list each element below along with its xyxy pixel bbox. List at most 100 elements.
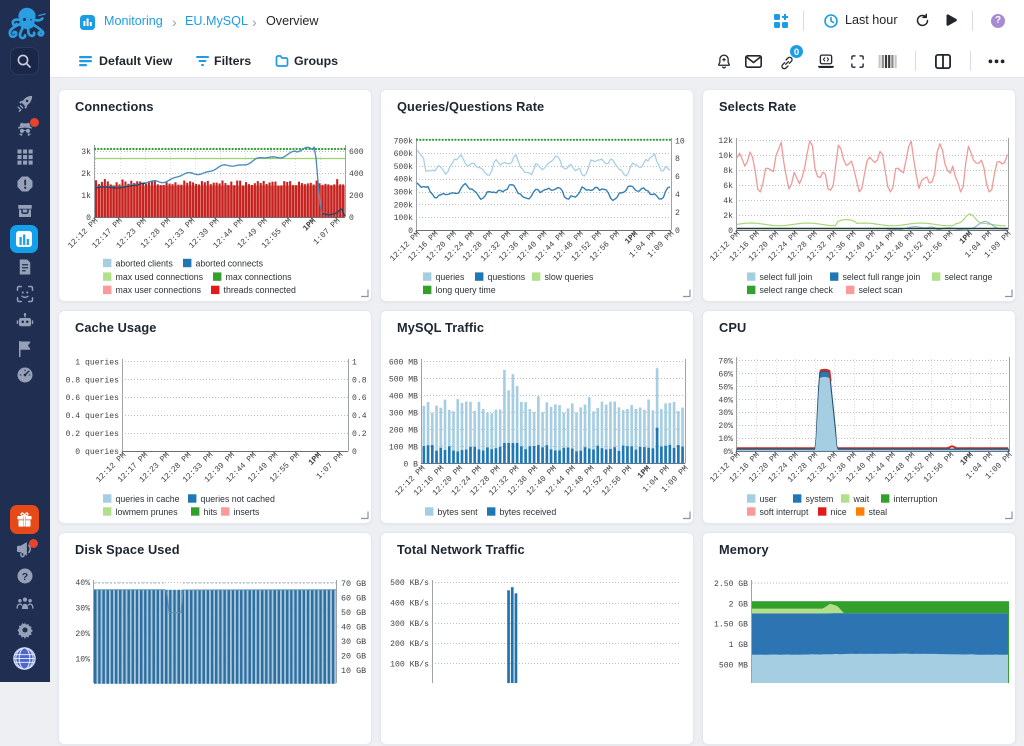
svg-text:select full join: select full join bbox=[760, 272, 813, 282]
svg-text:interruption: interruption bbox=[894, 494, 938, 504]
svg-text:select range: select range bbox=[945, 272, 993, 282]
svg-text:1 queries: 1 queries bbox=[75, 358, 119, 367]
svg-text:10: 10 bbox=[675, 137, 685, 146]
svg-text:600: 600 bbox=[349, 148, 364, 157]
svg-text:0: 0 bbox=[349, 214, 354, 223]
svg-text:400k: 400k bbox=[394, 176, 414, 185]
svg-text:0.2 queries: 0.2 queries bbox=[66, 430, 120, 439]
svg-text:0.8 queries: 0.8 queries bbox=[66, 376, 120, 385]
svg-text:300 MB: 300 MB bbox=[389, 409, 418, 418]
svg-text:100k: 100k bbox=[394, 214, 414, 223]
svg-text:2 GB: 2 GB bbox=[729, 600, 749, 609]
svg-text:200 MB: 200 MB bbox=[389, 426, 418, 435]
svg-text:select range check: select range check bbox=[760, 285, 834, 295]
svg-text:200: 200 bbox=[349, 192, 364, 201]
svg-text:user: user bbox=[760, 494, 777, 504]
svg-text:?: ? bbox=[22, 571, 28, 583]
svg-text:500 KB/s: 500 KB/s bbox=[390, 579, 429, 588]
svg-text:lowmem prunes: lowmem prunes bbox=[116, 507, 179, 517]
svg-text:queries: queries bbox=[436, 272, 465, 282]
svg-text:600k: 600k bbox=[394, 150, 414, 159]
svg-text:40%: 40% bbox=[75, 579, 90, 588]
svg-text:steal: steal bbox=[869, 507, 888, 517]
svg-text:20%: 20% bbox=[718, 422, 733, 431]
svg-text:0.4 queries: 0.4 queries bbox=[66, 412, 120, 421]
svg-text:40%: 40% bbox=[718, 396, 733, 405]
svg-text:600 MB: 600 MB bbox=[389, 358, 418, 367]
svg-text:1PM: 1PM bbox=[301, 217, 318, 234]
svg-text:nice: nice bbox=[831, 507, 847, 517]
svg-text:4k: 4k bbox=[723, 197, 733, 206]
svg-text:slow queries: slow queries bbox=[545, 272, 594, 282]
svg-text:200 KB/s: 200 KB/s bbox=[390, 640, 429, 649]
svg-text:700k: 700k bbox=[394, 137, 414, 146]
svg-text:0: 0 bbox=[728, 227, 733, 236]
svg-text:10%: 10% bbox=[75, 656, 90, 665]
svg-text:70 GB: 70 GB bbox=[341, 579, 366, 589]
svg-text:0%: 0% bbox=[723, 448, 733, 457]
svg-text:10 GB: 10 GB bbox=[341, 666, 366, 676]
svg-text:8k: 8k bbox=[723, 167, 733, 176]
svg-text:queries not cached: queries not cached bbox=[201, 494, 275, 504]
svg-text:0.2: 0.2 bbox=[352, 430, 367, 439]
svg-text:500k: 500k bbox=[394, 163, 414, 172]
svg-text:max used connections: max used connections bbox=[116, 272, 204, 282]
svg-text:0.8: 0.8 bbox=[352, 376, 367, 385]
svg-text:100 MB: 100 MB bbox=[389, 443, 418, 452]
svg-text:1: 1 bbox=[352, 358, 357, 367]
svg-text:2k: 2k bbox=[723, 212, 733, 221]
svg-text:20%: 20% bbox=[75, 630, 90, 639]
svg-text:70%: 70% bbox=[718, 357, 733, 366]
svg-text:2.50 GB: 2.50 GB bbox=[714, 580, 748, 589]
svg-text:300k: 300k bbox=[394, 189, 414, 198]
svg-text:200k: 200k bbox=[394, 201, 414, 210]
svg-text:soft interrupt: soft interrupt bbox=[760, 507, 809, 517]
svg-text:system: system bbox=[806, 494, 834, 504]
svg-text:400: 400 bbox=[349, 170, 364, 179]
svg-text:100 KB/s: 100 KB/s bbox=[390, 660, 429, 669]
svg-text:2k: 2k bbox=[81, 170, 91, 179]
svg-text:60%: 60% bbox=[718, 370, 733, 379]
svg-text:select full range join: select full range join bbox=[843, 272, 921, 282]
svg-text:max connections: max connections bbox=[226, 272, 293, 282]
svg-text:30%: 30% bbox=[718, 409, 733, 418]
svg-text:6k: 6k bbox=[723, 182, 733, 191]
svg-text:6: 6 bbox=[675, 173, 680, 182]
svg-text:1:07 PM: 1:07 PM bbox=[312, 217, 343, 248]
svg-text:hits: hits bbox=[204, 507, 218, 517]
svg-text:20 GB: 20 GB bbox=[341, 652, 366, 662]
svg-text:3k: 3k bbox=[81, 148, 91, 157]
svg-text:400 KB/s: 400 KB/s bbox=[390, 600, 429, 609]
svg-text:60 GB: 60 GB bbox=[341, 593, 366, 603]
svg-text:queries in cache: queries in cache bbox=[116, 494, 180, 504]
svg-text:max user connections: max user connections bbox=[116, 285, 202, 295]
svg-text:questions: questions bbox=[488, 272, 526, 282]
svg-text:long query time: long query time bbox=[436, 285, 496, 295]
svg-text:0.6: 0.6 bbox=[352, 394, 367, 403]
svg-text:8: 8 bbox=[675, 155, 680, 164]
svg-text:10%: 10% bbox=[718, 435, 733, 444]
svg-text:bytes sent: bytes sent bbox=[438, 507, 479, 517]
svg-text:500 MB: 500 MB bbox=[719, 662, 748, 671]
svg-text:1 GB: 1 GB bbox=[729, 641, 749, 650]
svg-text:0: 0 bbox=[352, 448, 357, 457]
svg-text:300 KB/s: 300 KB/s bbox=[390, 620, 429, 629]
svg-text:1k: 1k bbox=[81, 192, 91, 201]
svg-text:wait: wait bbox=[853, 494, 870, 504]
svg-text:2: 2 bbox=[675, 209, 680, 218]
svg-text:0: 0 bbox=[408, 227, 413, 236]
svg-text:0: 0 bbox=[675, 227, 680, 236]
svg-text:0.6 queries: 0.6 queries bbox=[66, 394, 120, 403]
svg-text:30%: 30% bbox=[75, 605, 90, 614]
svg-text:1.50 GB: 1.50 GB bbox=[714, 621, 748, 630]
svg-text:inserts: inserts bbox=[234, 507, 261, 517]
svg-text:40 GB: 40 GB bbox=[341, 622, 366, 632]
svg-text:bytes received: bytes received bbox=[500, 507, 557, 517]
svg-text:0: 0 bbox=[86, 214, 91, 223]
svg-text:10k: 10k bbox=[718, 152, 733, 161]
svg-text:400 MB: 400 MB bbox=[389, 392, 418, 401]
svg-text:4: 4 bbox=[675, 191, 680, 200]
svg-text:500 MB: 500 MB bbox=[389, 375, 418, 384]
svg-text:threads connected: threads connected bbox=[224, 285, 296, 295]
svg-text:30 GB: 30 GB bbox=[341, 637, 366, 647]
